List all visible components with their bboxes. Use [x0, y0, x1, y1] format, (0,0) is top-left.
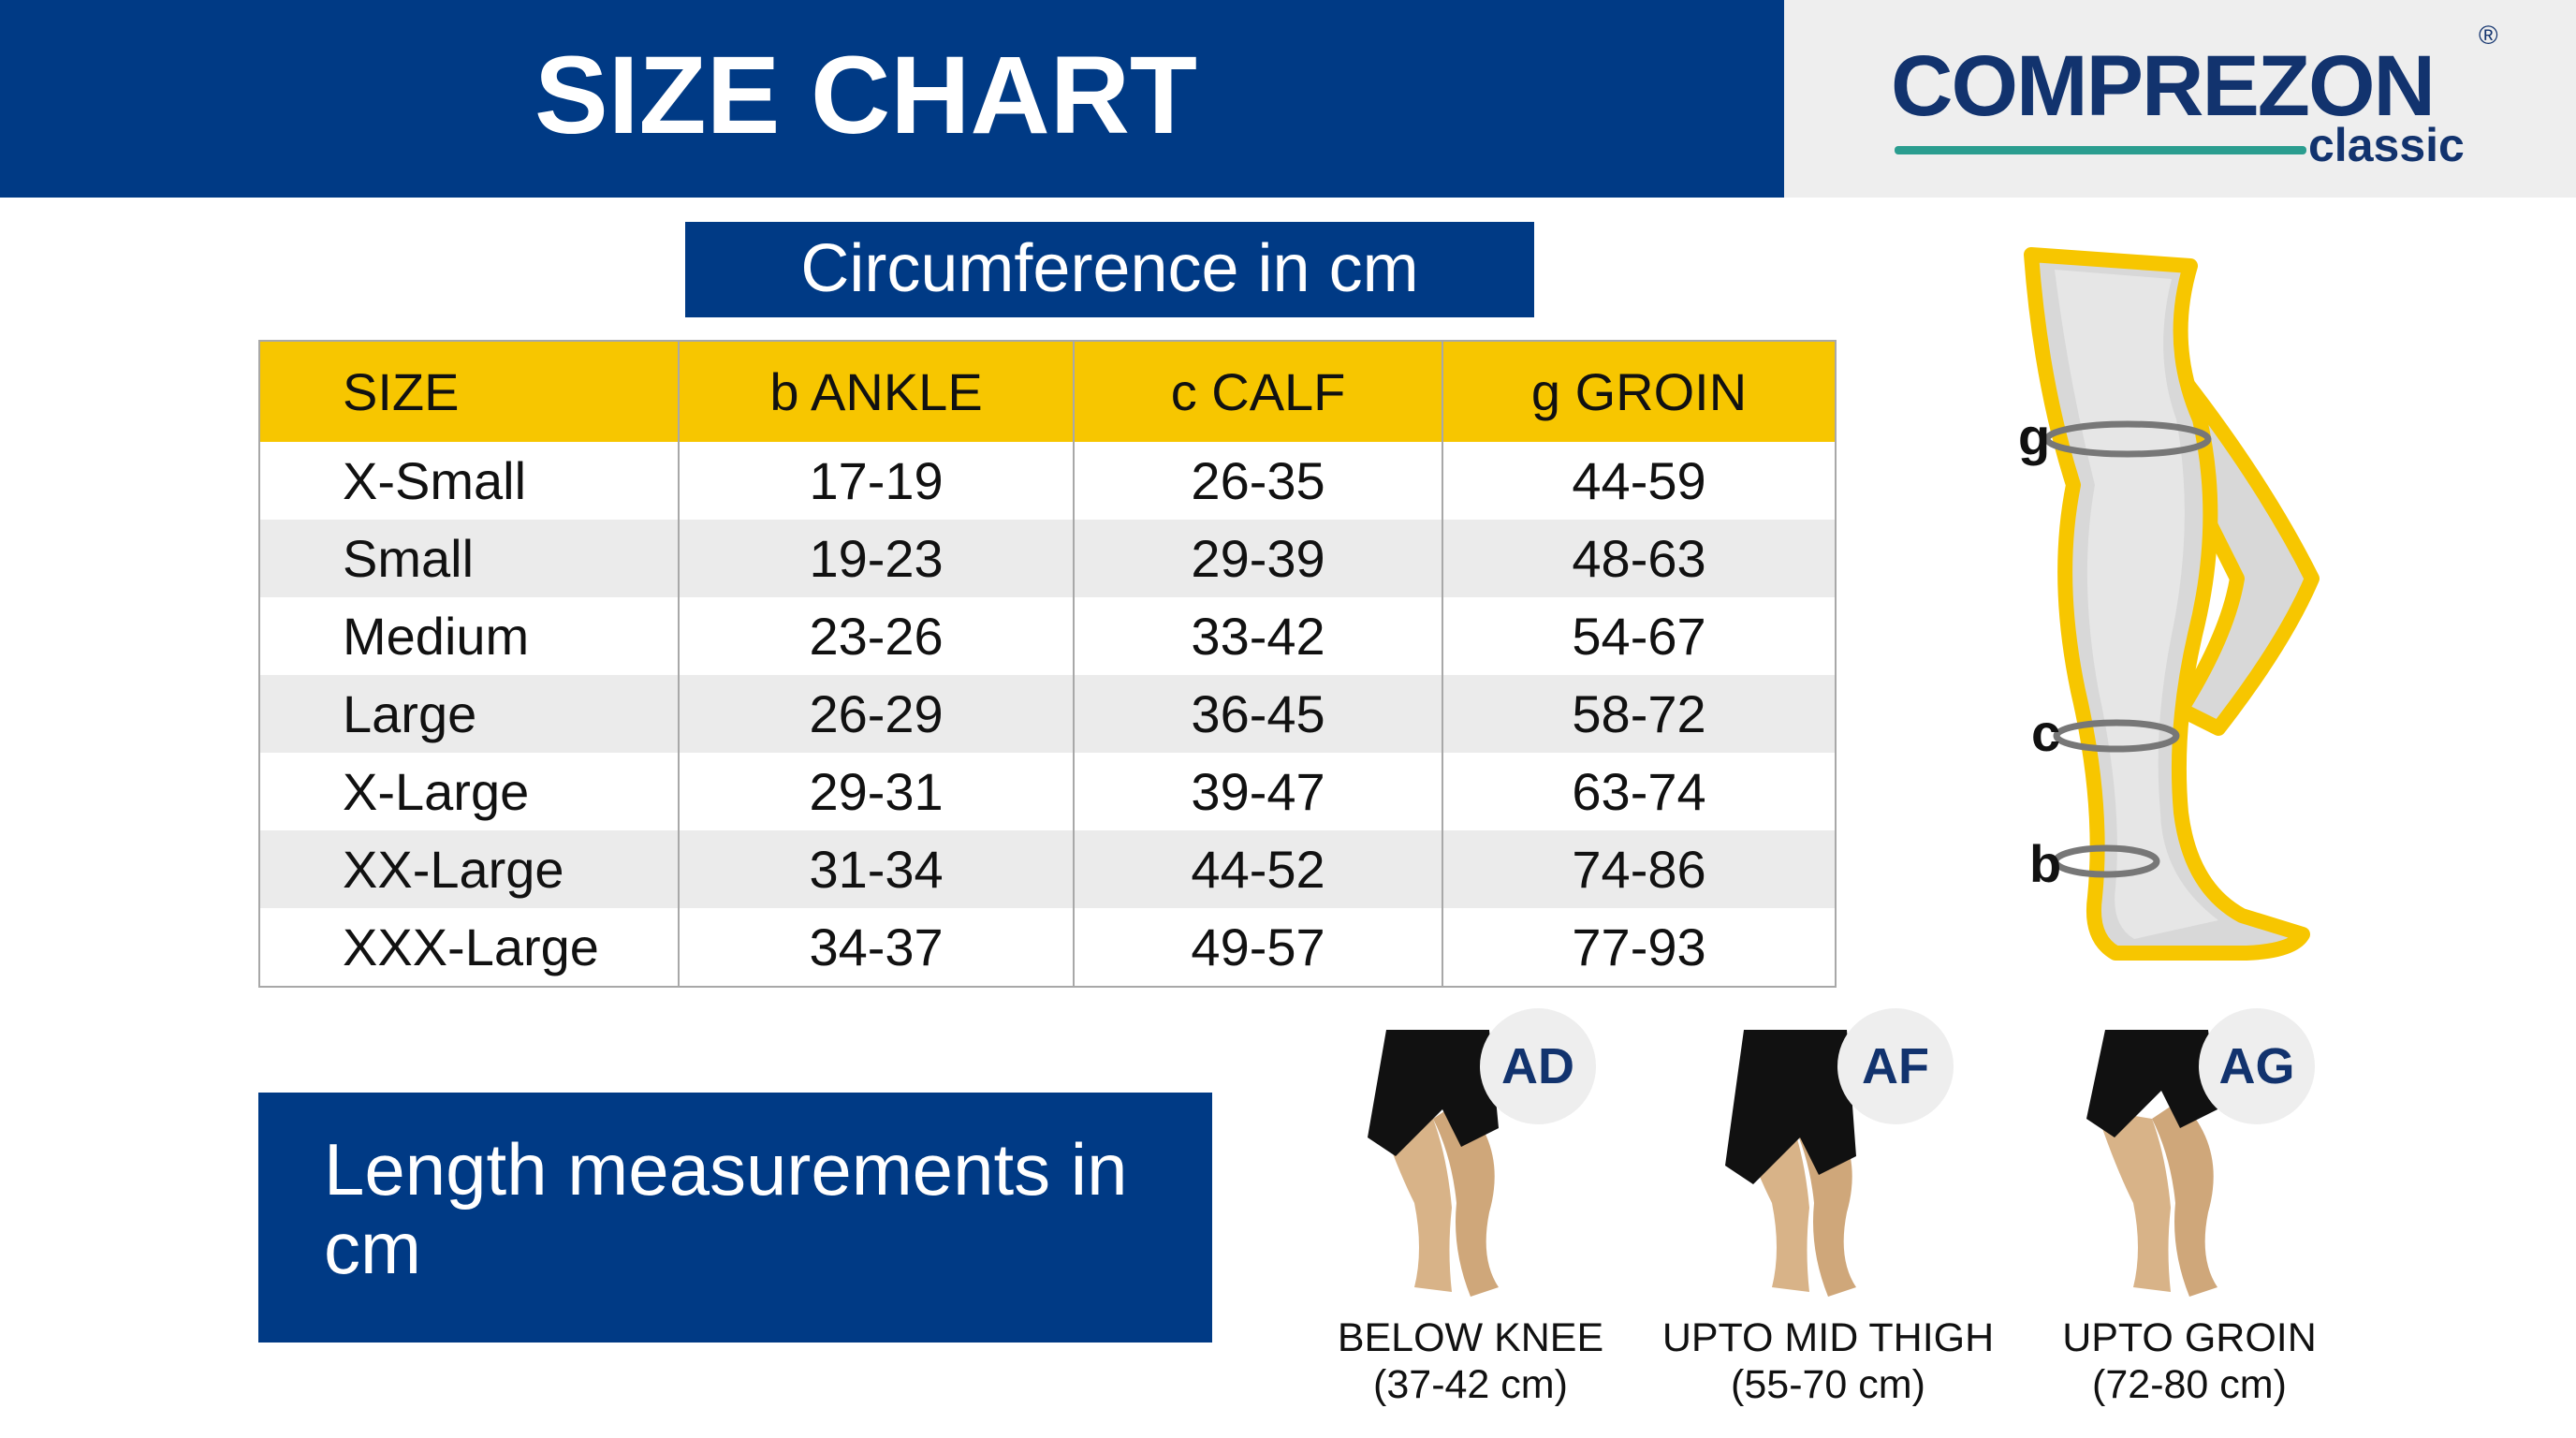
table-cell: XXX-Large: [260, 908, 681, 986]
column-header: b ANKLE: [680, 342, 1076, 442]
table-row: X-Large 29-31 39-47 63-74: [260, 753, 1835, 830]
table-cell: 31-34: [680, 830, 1076, 908]
header-bar: [0, 0, 1784, 198]
table-cell: 77-93: [1572, 917, 1706, 976]
option-range: (55-70 cm): [1731, 1362, 1925, 1407]
option-badge: AG: [2199, 1008, 2315, 1124]
table-cell: 19-23: [680, 520, 1076, 597]
table-cell: 36-45: [1075, 675, 1444, 753]
logo-underline: [1895, 146, 2306, 154]
table-row: Small 19-23 29-39 48-63: [260, 520, 1835, 597]
table-header: SIZE b ANKLE c CALF g GROIN: [260, 342, 1835, 442]
page-title: SIZE CHART: [534, 34, 1197, 157]
measure-label: c: [2031, 703, 2061, 762]
measure-label: g: [2018, 407, 2051, 466]
table-cell: 48-63: [1572, 529, 1706, 588]
option-badge: AF: [1837, 1008, 1954, 1124]
logo-sub: classic: [2308, 119, 2465, 171]
option-badge: AD: [1480, 1008, 1596, 1124]
table-cell: 44-59: [1572, 451, 1706, 510]
leg-icon: [1368, 1030, 1499, 1297]
option-range: (37-42 cm): [1373, 1362, 1568, 1407]
table-row: XXX-Large 34-37 49-57 77-93: [260, 908, 1835, 986]
table-cell: 17-19: [680, 442, 1076, 520]
section-title: Circumference in cm: [685, 222, 1534, 317]
section-title: Length measurements in cm: [258, 1093, 1212, 1343]
logo-mark: ®: [2479, 21, 2498, 50]
table-cell: 58-72: [1572, 684, 1706, 743]
leg-icon: [2086, 1030, 2217, 1297]
size-table: SIZE b ANKLE c CALF g GROIN X-Small 17-19 26-3…: [258, 340, 1837, 988]
table-row: X-Small 17-19 26-35 44-59: [260, 442, 1835, 520]
table-cell: Medium: [260, 597, 681, 675]
measure-label: b: [2029, 834, 2062, 893]
table-cell: X-Large: [260, 753, 681, 830]
table-row: Large 26-29 36-45 58-72: [260, 675, 1835, 753]
table-cell: 26-29: [680, 675, 1076, 753]
table-cell: Small: [260, 520, 681, 597]
table-cell: Large: [260, 675, 681, 753]
option-name: UPTO MID THIGH: [1661, 1315, 1995, 1360]
table-cell: 29-31: [680, 753, 1076, 830]
column-header: SIZE: [260, 342, 681, 442]
table-cell: 29-39: [1075, 520, 1444, 597]
option-name: BELOW KNEE: [1337, 1315, 1604, 1360]
option-name: UPTO GROIN: [2062, 1315, 2317, 1360]
table-cell: X-Small: [260, 442, 681, 520]
table-row: Medium 23-26 33-42 54-67: [260, 597, 1835, 675]
option-range: (72-80 cm): [2092, 1362, 2287, 1407]
table-cell: 26-35: [1075, 442, 1444, 520]
length-option: AD BELOW KNEE (37-42 cm): [1293, 1006, 1648, 1418]
column-header: g GROIN: [1530, 362, 1748, 421]
table-cell: 39-47: [1075, 753, 1444, 830]
table-row: XX-Large 31-34 44-52 74-86: [260, 830, 1835, 908]
logo-area: [1784, 0, 2576, 198]
leg-diagram: [2024, 247, 2320, 961]
leg-icon: [1725, 1030, 1856, 1297]
table-cell: 33-42: [1075, 597, 1444, 675]
table-cell: 54-67: [1572, 607, 1706, 666]
table-cell: 74-86: [1572, 840, 1706, 899]
table-cell: 44-52: [1075, 830, 1444, 908]
table-cell: XX-Large: [260, 830, 681, 908]
table-cell: 63-74: [1572, 762, 1706, 821]
table-cell: 23-26: [680, 597, 1076, 675]
length-option: AF UPTO MID THIGH (55-70 cm): [1650, 1006, 2006, 1418]
table-cell: 49-57: [1075, 908, 1444, 986]
table-cell: 34-37: [680, 908, 1076, 986]
logo-brand: COMPREZON: [1891, 38, 2436, 134]
length-option: AG UPTO GROIN (72-80 cm): [2012, 1006, 2367, 1418]
column-header: c CALF: [1075, 342, 1444, 442]
